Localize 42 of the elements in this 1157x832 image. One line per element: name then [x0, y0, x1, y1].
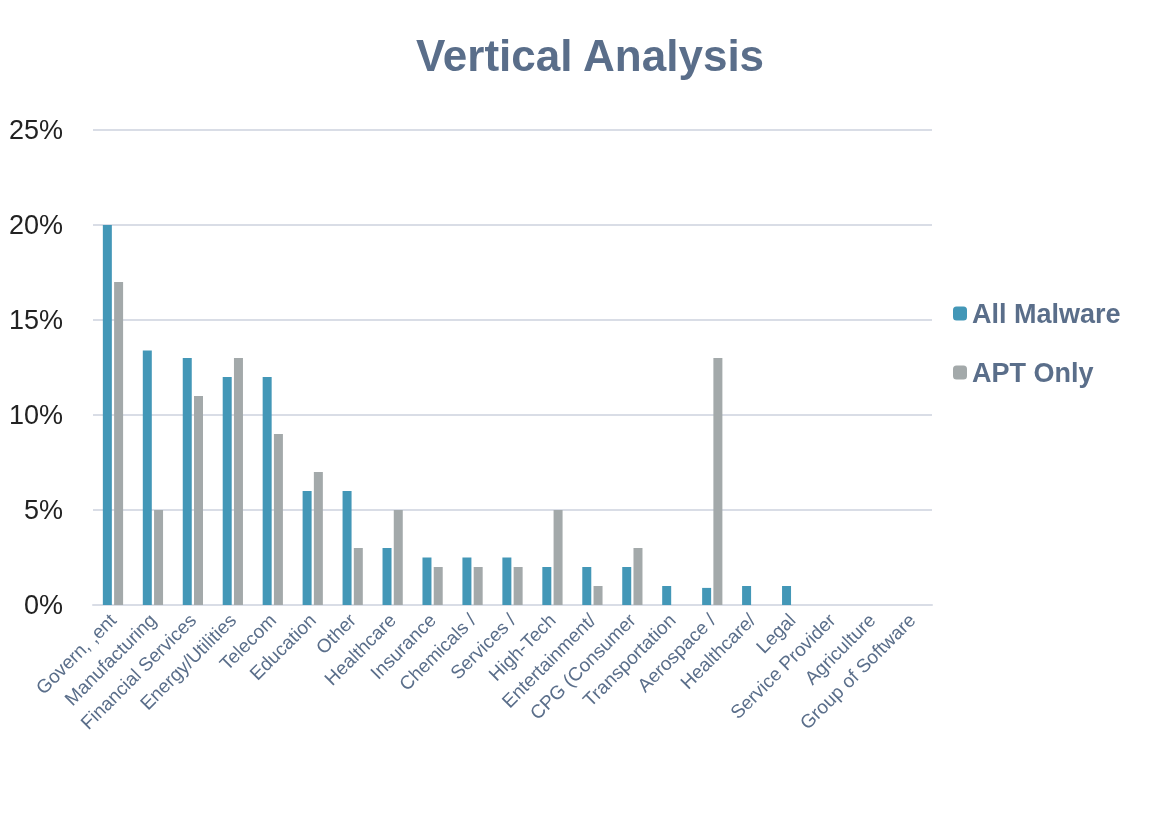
- bar: [513, 567, 523, 605]
- y-tick-label: 20%: [8, 210, 63, 240]
- bar: [462, 557, 472, 605]
- bar: [593, 586, 603, 605]
- bar: [273, 434, 283, 605]
- bar: [182, 358, 192, 605]
- bar: [742, 586, 752, 605]
- bar: [582, 567, 592, 605]
- y-tick-label: 25%: [8, 115, 63, 145]
- bar: [313, 472, 323, 605]
- bar: [473, 567, 483, 605]
- legend-label: APT Only: [972, 357, 1094, 388]
- bar: [102, 225, 112, 605]
- bar: [702, 587, 712, 605]
- bar: [302, 491, 312, 605]
- bar: [622, 567, 632, 605]
- bar: [542, 567, 552, 605]
- bar: [422, 557, 432, 605]
- bar: [502, 557, 512, 605]
- bar: [142, 350, 152, 605]
- bar: [222, 377, 232, 605]
- bar: [262, 377, 272, 605]
- bar: [433, 567, 443, 605]
- bar: [782, 586, 792, 605]
- bar: [353, 548, 363, 605]
- bar: [382, 548, 392, 605]
- y-tick-label: 5%: [23, 495, 63, 525]
- bar: [633, 548, 643, 605]
- bar: [114, 282, 124, 605]
- y-tick-label: 0%: [23, 590, 63, 620]
- bar: [233, 358, 243, 605]
- bar: [553, 510, 563, 605]
- bar: [342, 491, 352, 605]
- legend-label: All Malware: [972, 298, 1121, 329]
- bar: [662, 586, 672, 605]
- y-tick-label: 15%: [8, 305, 63, 335]
- bar: [154, 510, 164, 605]
- bar: [713, 358, 723, 605]
- chart-title: Vertical Analysis: [415, 30, 765, 80]
- bar: [194, 396, 204, 605]
- y-tick-label: 10%: [8, 400, 63, 430]
- bar: [393, 510, 403, 605]
